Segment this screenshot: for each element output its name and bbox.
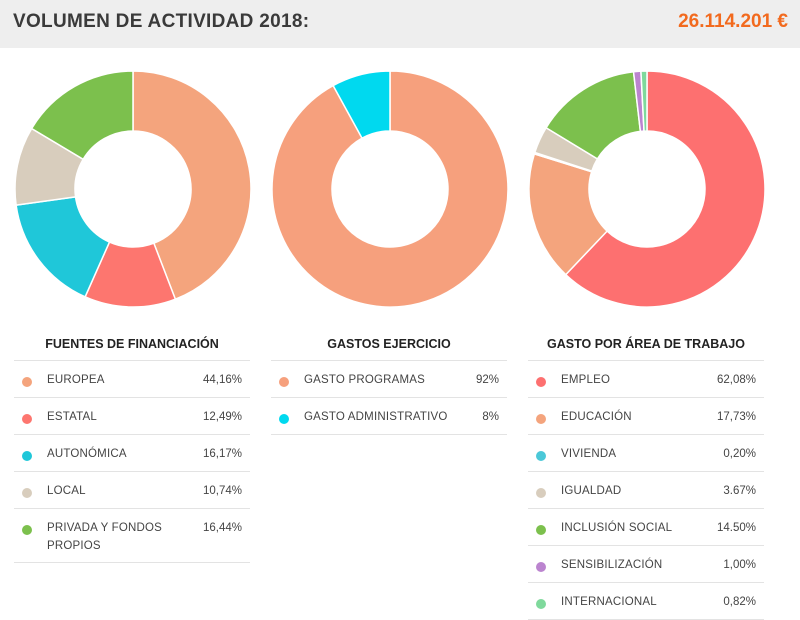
- legend-value: 1,00%: [723, 559, 756, 571]
- legend-label: EDUCACIÓN: [561, 411, 632, 423]
- legend-label: GASTO PROGRAMAS: [304, 374, 426, 386]
- legend-row-vivienda: VIVIENDA 0,20%: [528, 435, 764, 472]
- legend-value: 0,20%: [723, 448, 756, 460]
- legend-row-gasto-programas: GASTO PROGRAMAS 92%: [271, 361, 507, 398]
- slice-gasto-administrativo: [332, 70, 391, 140]
- legend-label: VIVIENDA: [561, 448, 617, 460]
- donut-chart-gastos-ejercicio: [271, 70, 509, 308]
- legend-row-gasto-administrativo: GASTO ADMINISTRATIVO 8%: [271, 398, 507, 435]
- slice-internacional: [640, 70, 648, 132]
- legend-label: LOCAL: [47, 485, 86, 497]
- legend-row-estatal: ESTATAL 12,49%: [14, 398, 250, 435]
- legend-value: 8%: [482, 411, 499, 423]
- legend-value: 17,73%: [716, 411, 756, 423]
- legend-row-europea: EUROPEA 44,16%: [14, 361, 250, 398]
- legend-dot-icon: [536, 599, 546, 609]
- legend-value: 10,74%: [202, 485, 242, 497]
- legend-label: ESTATAL: [47, 411, 97, 423]
- slice-gasto-programas: [271, 70, 509, 308]
- legend-dot-icon: [22, 451, 32, 461]
- legend-dot-icon: [279, 377, 289, 387]
- legend-rows: GASTO PROGRAMAS 92% GASTO ADMINISTRATIVO 8%: [271, 361, 507, 435]
- slice-privada-y-fondos-propios: [30, 70, 134, 161]
- donut-chart-financiacion: [14, 70, 252, 308]
- legend-value: 16,17%: [202, 448, 242, 460]
- legend-row-educacion: EDUCACIÓN 17,73%: [528, 398, 764, 435]
- legend-row-inclusion-social: INCLUSIÓN SOCIAL 14.50%: [528, 509, 764, 546]
- legend-row-local: LOCAL 10,74%: [14, 472, 250, 509]
- legend-dot-icon: [536, 377, 546, 387]
- legend-dot-icon: [22, 525, 32, 535]
- slice-europea: [132, 70, 252, 301]
- header: VOLUMEN DE ACTIVIDAD 2018: 26.114.201 €: [0, 0, 800, 48]
- legend-value: 0,82%: [723, 596, 756, 608]
- legend-label: PRIVADA Y FONDOS PROPIOS: [47, 522, 163, 552]
- legend-panel-financiacion: FUENTES DE FINANCIACIÓN EUROPEA 44,16% EST…: [14, 330, 250, 563]
- legend-dot-icon: [536, 451, 546, 461]
- legend-value: 16,44%: [202, 522, 242, 534]
- legend-dot-icon: [536, 488, 546, 498]
- donut-chart-area-trabajo: [528, 70, 766, 308]
- legend-value: 12,49%: [202, 411, 242, 423]
- legend-value: 44,16%: [202, 374, 242, 386]
- panel-title: GASTOS EJERCICIO: [271, 330, 507, 361]
- legend-label: INTERNACIONAL: [561, 596, 657, 608]
- legend-dot-icon: [22, 377, 32, 387]
- legend-label: AUTONÓMICA: [47, 448, 127, 460]
- legend-dot-icon: [22, 414, 32, 424]
- legend-dot-icon: [536, 525, 546, 535]
- legend-label: EUROPEA: [47, 374, 105, 386]
- legend-panel-area-trabajo: GASTO POR ÁREA DE TRABAJO EMPLEO 62,08% ED…: [528, 330, 764, 620]
- legend-rows: EMPLEO 62,08% EDUCACIÓN 17,73% VIVIENDA 0,20%…: [528, 361, 764, 620]
- panel-title: FUENTES DE FINANCIACIÓN: [14, 330, 250, 361]
- legend-row-autonomica: AUTONÓMICA 16,17%: [14, 435, 250, 472]
- slice-empleo: [564, 70, 766, 308]
- legend-dot-icon: [22, 488, 32, 498]
- legend-row-internacional: INTERNACIONAL 0,82%: [528, 583, 764, 620]
- legend-dot-icon: [536, 414, 546, 424]
- legend-label: EMPLEO: [561, 374, 611, 386]
- page-title: VOLUMEN DE ACTIVIDAD 2018:: [13, 11, 310, 32]
- legend-value: 92%: [475, 374, 499, 386]
- legend-dot-icon: [536, 562, 546, 572]
- legend-label: GASTO ADMINISTRATIVO: [304, 411, 448, 423]
- legend-panel-gastos-ejercicio: GASTOS EJERCICIO GASTO PROGRAMAS 92% GASTO…: [271, 330, 507, 435]
- legend-dot-icon: [279, 414, 289, 424]
- total-amount: 26.114.201 €: [678, 11, 788, 32]
- legend-label: SENSIBILIZACIÓN: [561, 559, 663, 571]
- legend-row-sensibilizacion: SENSIBILIZACIÓN 1,00%: [528, 546, 764, 583]
- legend-rows: EUROPEA 44,16% ESTATAL 12,49% AUTONÓMICA 16,1…: [14, 361, 250, 563]
- panel-title: GASTO POR ÁREA DE TRABAJO: [528, 330, 764, 361]
- legend-label: IGUALDAD: [561, 485, 622, 497]
- legend-row-igualdad: IGUALDAD 3.67%: [528, 472, 764, 509]
- legend-label: INCLUSIÓN SOCIAL: [561, 522, 673, 534]
- legend-value: 3.67%: [723, 485, 756, 497]
- legend-value: 14.50%: [716, 522, 756, 534]
- legend-value: 62,08%: [716, 374, 756, 386]
- legend-row-empleo: EMPLEO 62,08%: [528, 361, 764, 398]
- legend-row-privada-y-fondos-propios: PRIVADA Y FONDOS PROPIOS 16,44%: [14, 509, 250, 563]
